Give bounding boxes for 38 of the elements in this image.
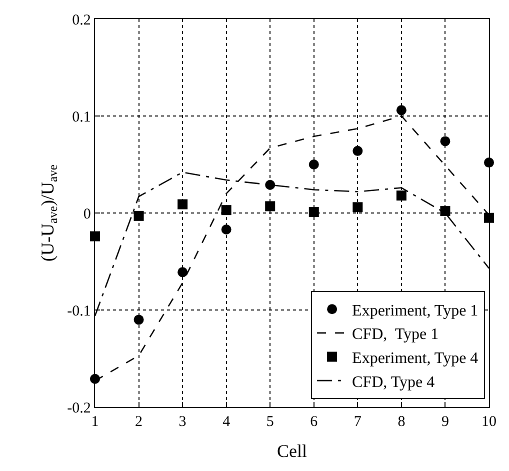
point — [352, 202, 363, 212]
point — [178, 199, 188, 210]
point — [440, 206, 450, 216]
point — [484, 212, 494, 223]
x-tick-label: 10 — [482, 414, 496, 430]
x-tick-label: 9 — [441, 414, 449, 430]
point — [178, 267, 188, 278]
point — [440, 136, 450, 146]
point — [221, 205, 232, 216]
legend-label: CFD, Type 1 — [352, 326, 439, 344]
point — [352, 146, 363, 156]
point — [134, 314, 144, 325]
point — [134, 210, 144, 221]
x-tick-label: 5 — [266, 414, 274, 430]
point — [90, 231, 100, 242]
x-axis-title: Cell — [277, 441, 307, 462]
y-tick-label: 0 — [83, 206, 91, 222]
x-tick-label: 3 — [178, 414, 186, 430]
point — [265, 201, 276, 212]
point — [396, 190, 406, 201]
legend-label: CFD, Type 4 — [352, 374, 435, 391]
y-tick-label: 0.1 — [72, 109, 91, 126]
y-tick-label: 0.2 — [72, 12, 91, 28]
x-tick-label: 6 — [310, 414, 318, 430]
point — [265, 180, 276, 190]
x-tick-label: 4 — [222, 414, 231, 430]
y-tick-label: -0.2 — [67, 400, 91, 416]
legend-label: Experiment, Type 4 — [352, 350, 478, 367]
x-tick-label: 8 — [398, 414, 406, 430]
x-tick-label: 7 — [354, 414, 362, 430]
x-tick-label: 2 — [135, 414, 143, 430]
point — [221, 224, 232, 234]
point — [308, 160, 319, 170]
legend-label: Experiment, Type 1 — [352, 302, 478, 320]
x-tick-label: 1 — [91, 414, 99, 430]
point — [396, 105, 406, 116]
point — [308, 207, 319, 218]
y-tick-label: -0.1 — [67, 303, 91, 320]
